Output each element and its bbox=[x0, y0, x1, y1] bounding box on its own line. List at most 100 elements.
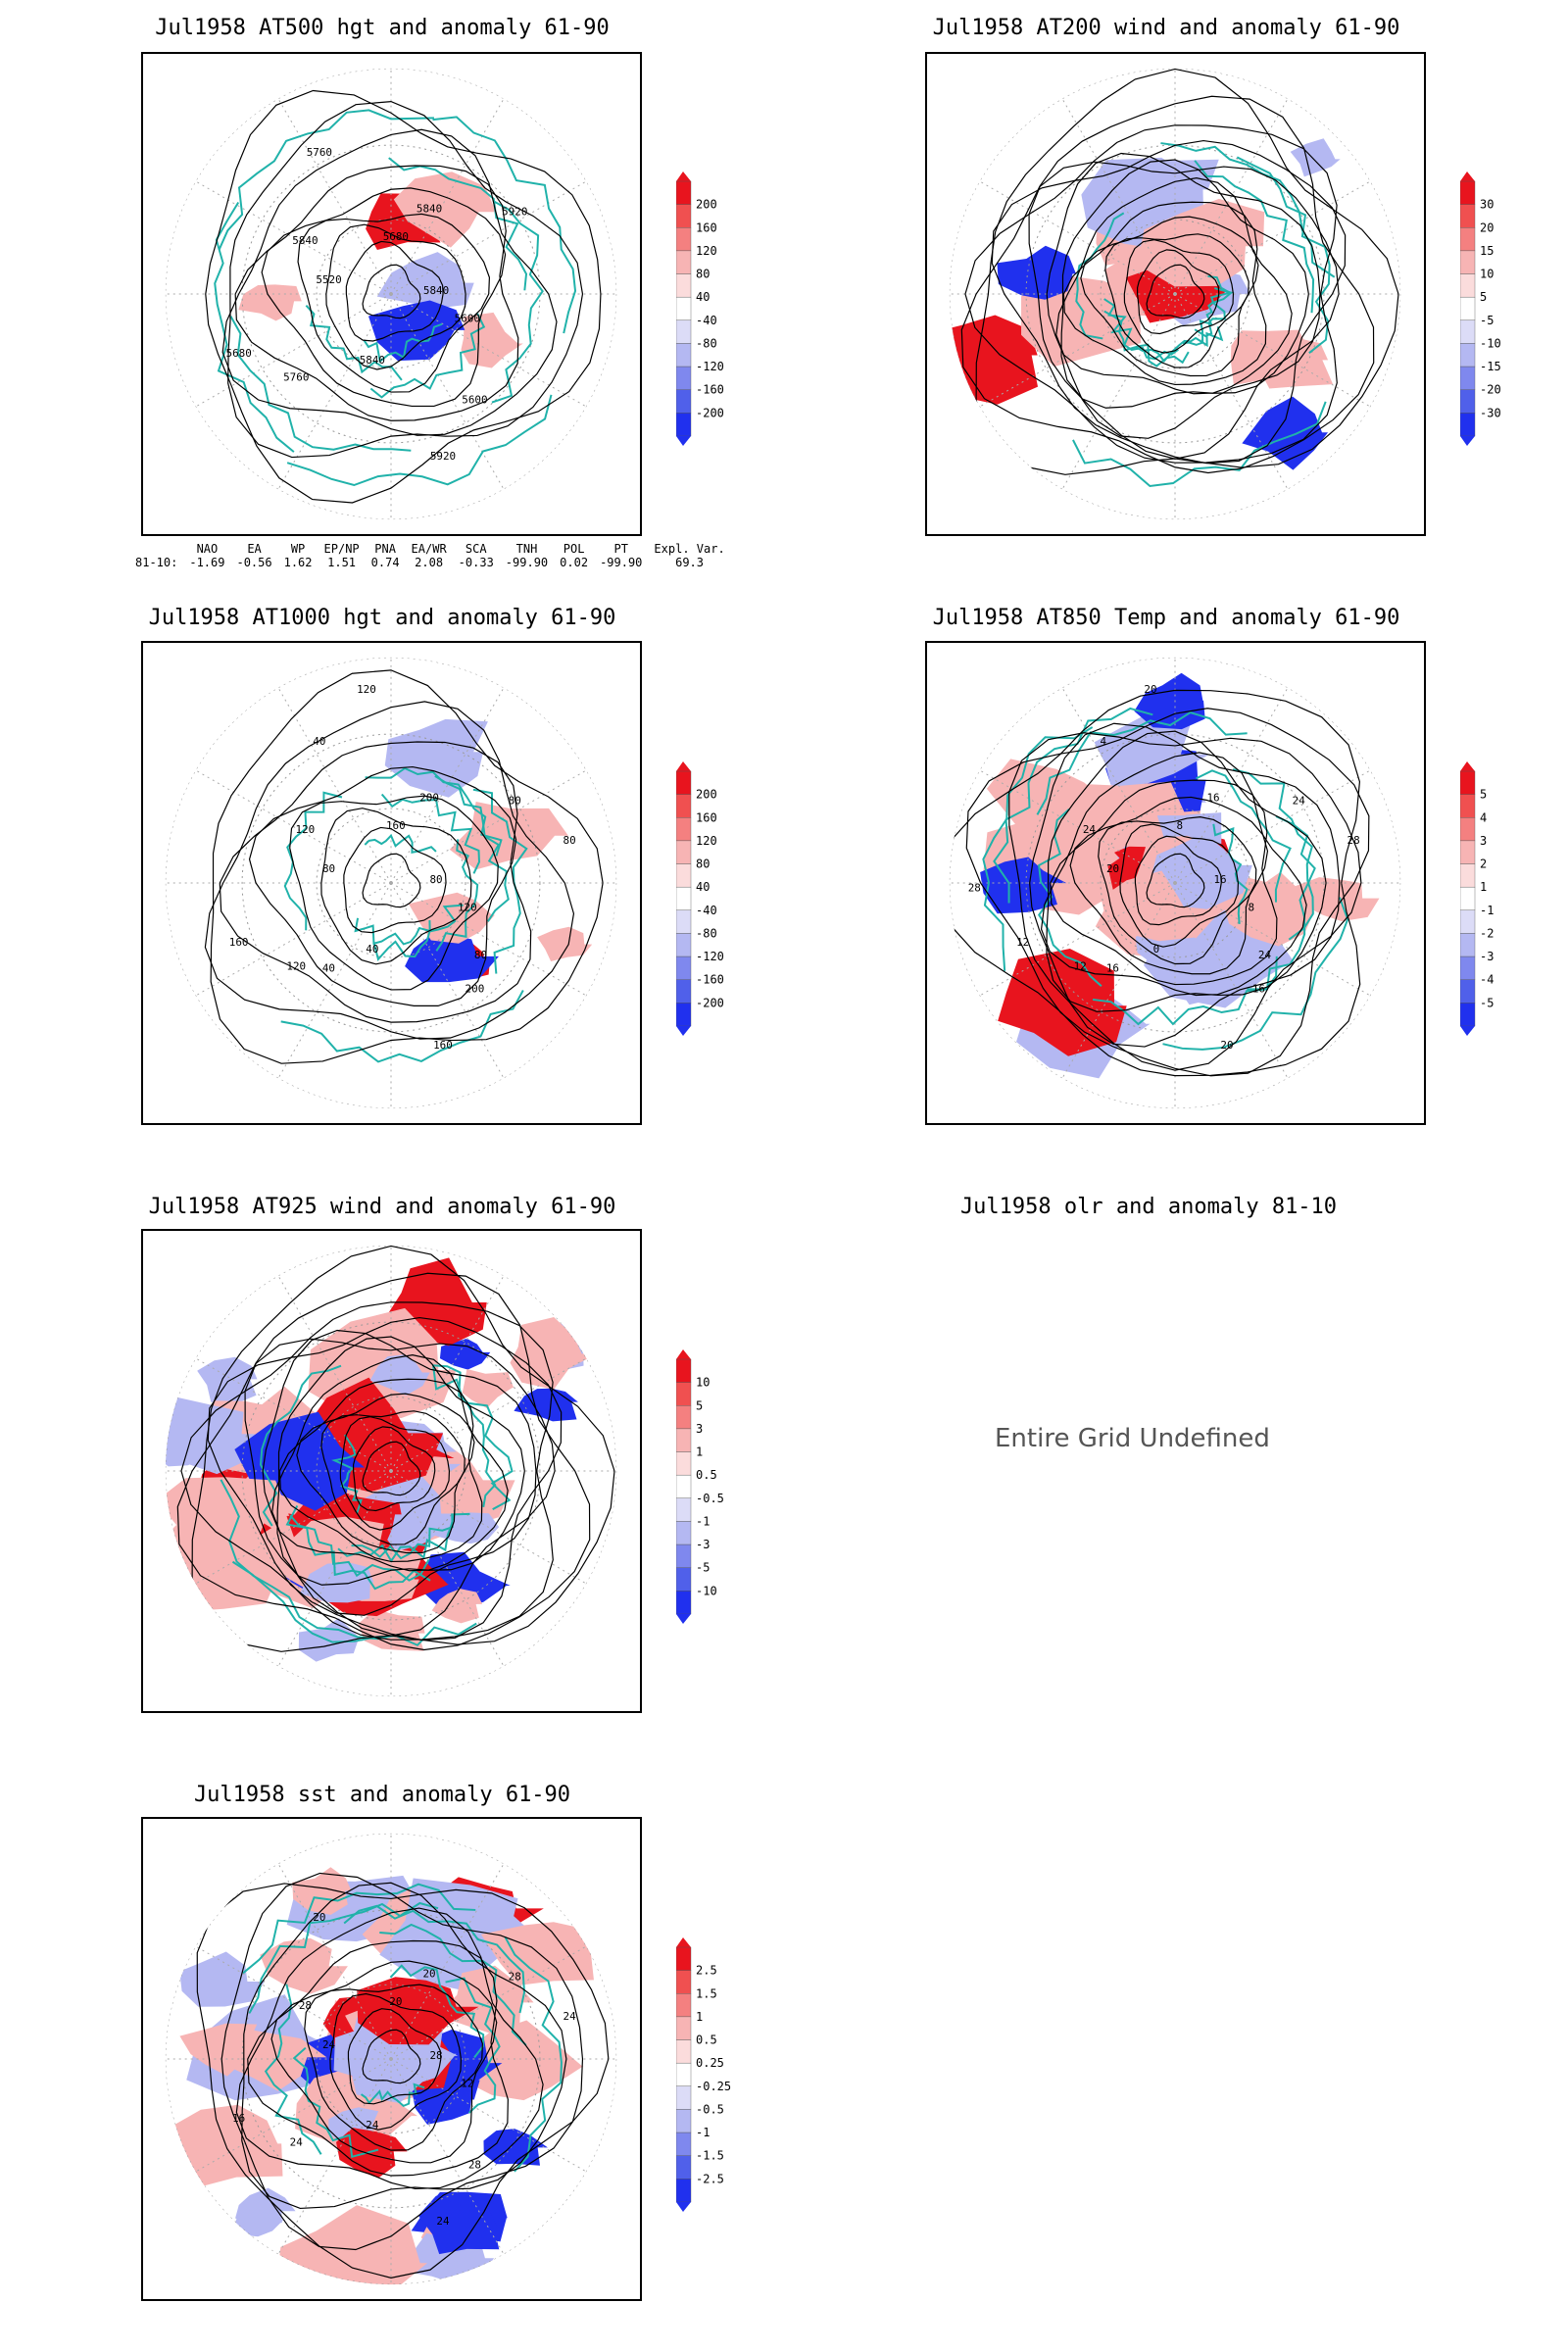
coastline bbox=[388, 157, 528, 291]
colorbar-swatch bbox=[1460, 863, 1476, 888]
index-value-row: 81-10: -1.69 -0.56 1.62 1.51 0.74 2.08 -0.33 -99… bbox=[129, 556, 731, 569]
colorbar-label: -2 bbox=[1480, 926, 1494, 940]
contour-line bbox=[329, 1992, 463, 2131]
latitude-circle bbox=[1100, 808, 1250, 958]
anomaly-shading bbox=[432, 1512, 500, 1544]
index-header-7: SCA bbox=[465, 542, 487, 556]
colorbar-label: -2.5 bbox=[696, 2172, 724, 2185]
streamline bbox=[1028, 161, 1340, 460]
coastline bbox=[1212, 823, 1249, 924]
coastline bbox=[982, 726, 1094, 971]
coastline bbox=[432, 116, 577, 334]
streamline bbox=[353, 1426, 436, 1512]
colorbar-label: 120 bbox=[696, 834, 717, 848]
colorbar-swatch bbox=[676, 794, 692, 818]
colorbar-swatch bbox=[1460, 794, 1476, 818]
anomaly-shading bbox=[480, 1922, 605, 1985]
contour-label: 80 bbox=[429, 873, 442, 886]
contour-line bbox=[304, 1984, 483, 2151]
contour-line bbox=[1008, 732, 1362, 1071]
contour-line bbox=[234, 165, 519, 421]
streamline bbox=[975, 68, 1399, 475]
colorbar-swatch bbox=[676, 979, 692, 1004]
contour-line bbox=[1134, 835, 1222, 926]
panel-title-sst: Jul1958 sst and anomaly 61-90 bbox=[193, 1783, 571, 1807]
colorbar-label: -80 bbox=[696, 926, 717, 940]
longitude-line bbox=[390, 2058, 587, 2173]
colorbar-label: 30 bbox=[1480, 198, 1494, 212]
coastline bbox=[435, 839, 479, 952]
colorbar-swatch bbox=[1460, 840, 1476, 864]
longitude-line bbox=[390, 769, 587, 884]
coastline bbox=[1194, 160, 1315, 314]
index-value-10: 69.3 bbox=[675, 556, 704, 569]
contour-label: 120 bbox=[286, 960, 306, 973]
anomaly-shading bbox=[1094, 711, 1210, 790]
colorbar-label: 120 bbox=[696, 244, 717, 258]
colorbar-arrow-bottom bbox=[676, 436, 691, 446]
colorbar-swatch bbox=[676, 413, 692, 437]
anomaly-shading bbox=[436, 1965, 534, 2034]
anomaly-shading bbox=[1021, 274, 1151, 368]
colorbar-arrow-bottom bbox=[676, 2202, 691, 2212]
streamline bbox=[207, 1316, 563, 1642]
colorbar-label: 1 bbox=[1480, 880, 1487, 894]
contour-line bbox=[1046, 730, 1327, 1012]
contour-line bbox=[241, 1882, 567, 2210]
coastline bbox=[365, 766, 503, 857]
coastline bbox=[1036, 710, 1248, 815]
colorbar-swatch bbox=[676, 1451, 692, 1476]
contour-label: 16 bbox=[232, 2112, 245, 2125]
colorbar-200wind: 30 20 15 10 5 -5 -10 -15 -20 -30 bbox=[1460, 172, 1539, 446]
coastline bbox=[1194, 274, 1233, 338]
colorbar-label: -160 bbox=[696, 383, 724, 397]
colorbar-swatch bbox=[676, 1946, 692, 1971]
anomaly-shading bbox=[384, 718, 488, 798]
contour-label: 16 bbox=[1252, 982, 1265, 995]
contour-line bbox=[362, 2029, 421, 2084]
colorbar-swatch bbox=[676, 1003, 692, 1027]
index-value-8: 0.02 bbox=[560, 556, 589, 569]
colorbar-label: -120 bbox=[696, 360, 724, 373]
streamline bbox=[964, 124, 1338, 464]
longitude-line bbox=[277, 1275, 392, 1472]
anomaly-shading bbox=[379, 1878, 539, 1993]
colorbar-swatch bbox=[676, 296, 692, 321]
contour-line bbox=[1040, 752, 1307, 997]
colorbar-swatch bbox=[1460, 909, 1476, 934]
colorbar-label: 3 bbox=[1480, 834, 1487, 848]
anomaly-shading bbox=[393, 172, 497, 248]
index-header-11: Expl. Var. bbox=[654, 542, 725, 556]
colorbar-label: 1 bbox=[696, 2010, 703, 2024]
colorbar-swatch bbox=[1460, 886, 1476, 911]
contour-line bbox=[1069, 796, 1269, 975]
colorbar-label: -40 bbox=[696, 314, 717, 327]
streamline bbox=[362, 1441, 421, 1496]
contour-line bbox=[219, 741, 532, 1023]
contour-line bbox=[1050, 779, 1278, 986]
streamline bbox=[276, 1336, 525, 1586]
colorbar-swatch bbox=[676, 366, 692, 390]
contour-label: 200 bbox=[466, 982, 485, 995]
contour-label: 5680 bbox=[383, 230, 409, 243]
colorbar-label: 80 bbox=[696, 268, 710, 281]
latitude-circle bbox=[316, 1984, 466, 2134]
coastline bbox=[1072, 401, 1327, 488]
colorbar-swatch bbox=[676, 956, 692, 980]
longitude-line bbox=[390, 687, 505, 884]
anomaly-shading bbox=[514, 1388, 578, 1422]
contour-line bbox=[965, 708, 1370, 1077]
colorbar-sst: 2.5 1.5 1 0.5 0.25 -0.25 -0.5 -1 -1.5 -2.5 bbox=[676, 1937, 755, 2212]
contour-label: 16 bbox=[1206, 792, 1219, 805]
coastline bbox=[220, 1479, 398, 1641]
anomaly-shading bbox=[997, 245, 1077, 300]
contour-line bbox=[261, 187, 507, 408]
anomaly-shading bbox=[1293, 877, 1380, 922]
anomaly-shading bbox=[510, 1316, 598, 1390]
streamline bbox=[180, 1301, 554, 1641]
coastline bbox=[432, 1364, 514, 1511]
longitude-line bbox=[390, 882, 505, 1079]
colorbar-swatch bbox=[1460, 273, 1476, 298]
contour-line bbox=[210, 669, 604, 1064]
colorbar-label: 20 bbox=[1480, 220, 1494, 234]
